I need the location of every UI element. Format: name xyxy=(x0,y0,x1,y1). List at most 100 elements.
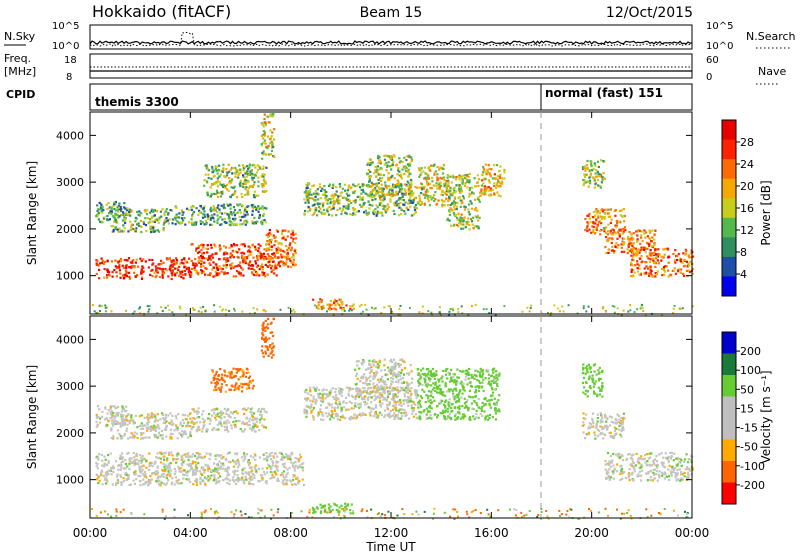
data-cell xyxy=(172,457,175,460)
data-cell xyxy=(294,252,297,255)
data-cell xyxy=(424,196,427,199)
data-cell xyxy=(218,454,221,458)
data-cell xyxy=(252,203,255,206)
data-cell xyxy=(180,209,184,212)
data-cell xyxy=(615,232,618,235)
data-cell xyxy=(442,167,445,170)
data-cell xyxy=(343,196,346,199)
data-cell xyxy=(118,266,121,269)
data-cell xyxy=(352,395,355,399)
data-cell xyxy=(219,416,222,419)
data-cell xyxy=(402,402,405,405)
data-cell xyxy=(158,275,161,278)
data-cell xyxy=(151,209,155,212)
data-cell xyxy=(175,206,178,209)
data-cell xyxy=(401,195,404,198)
data-cell xyxy=(160,259,163,262)
data-cell xyxy=(189,434,193,438)
data-cell xyxy=(441,189,444,192)
data-cell xyxy=(124,221,127,224)
data-cell xyxy=(138,224,141,228)
data-cell xyxy=(232,250,235,253)
data-cell xyxy=(388,416,391,419)
data-cell xyxy=(266,459,269,462)
data-cell xyxy=(594,214,597,217)
data-cell xyxy=(503,171,506,174)
data-cell xyxy=(392,387,395,390)
data-cell xyxy=(268,231,271,235)
data-cell xyxy=(264,182,267,185)
data-cell xyxy=(232,470,235,473)
data-cell xyxy=(164,468,167,471)
data-cell xyxy=(224,478,227,481)
data-cell xyxy=(105,470,108,473)
data-cell xyxy=(99,262,102,265)
data-cell xyxy=(265,471,269,474)
data-cell xyxy=(381,189,384,192)
data-cell xyxy=(265,257,268,260)
data-cell xyxy=(177,453,180,456)
data-cell xyxy=(377,191,380,194)
data-cell xyxy=(135,454,138,457)
data-cell xyxy=(690,252,693,255)
data-cell xyxy=(349,305,352,308)
data-cell xyxy=(487,189,490,192)
data-cell xyxy=(631,274,634,277)
data-cell xyxy=(165,435,168,438)
data-cell xyxy=(173,272,177,275)
data-cell xyxy=(605,236,608,239)
data-cell xyxy=(221,267,224,271)
data-cell xyxy=(361,310,364,313)
data-cell xyxy=(461,201,464,204)
data-cell xyxy=(461,182,464,185)
data-cell xyxy=(266,247,269,250)
data-cell xyxy=(637,229,640,232)
data-cell xyxy=(257,194,260,197)
data-cell xyxy=(121,424,124,427)
data-cell xyxy=(301,469,304,472)
data-cell xyxy=(592,221,595,224)
data-cell xyxy=(131,436,134,439)
data-cell xyxy=(339,415,342,418)
data-cell xyxy=(267,463,270,466)
data-cell xyxy=(465,177,468,180)
data-cell xyxy=(269,113,272,116)
data-cell xyxy=(169,412,172,415)
data-cell xyxy=(424,194,427,197)
data-cell xyxy=(294,242,297,245)
data-cell xyxy=(235,168,238,171)
data-cell xyxy=(216,177,219,180)
data-cell xyxy=(217,476,220,480)
data-cell xyxy=(333,202,336,205)
data-cell xyxy=(391,381,394,384)
data-cell xyxy=(312,395,315,398)
data-cell xyxy=(192,264,195,267)
data-cell xyxy=(167,222,170,225)
data-cell xyxy=(369,158,372,161)
data-cell xyxy=(167,212,170,215)
data-cell xyxy=(141,265,144,268)
data-cell xyxy=(208,214,211,218)
data-cell xyxy=(219,249,222,252)
data-cell xyxy=(227,473,230,476)
data-cell xyxy=(206,247,209,251)
data-cell xyxy=(216,172,219,175)
data-cell xyxy=(393,416,397,419)
data-cell xyxy=(211,216,214,219)
data-cell xyxy=(212,205,215,208)
data-cell xyxy=(238,203,242,206)
data-cell xyxy=(620,209,623,212)
data-cell xyxy=(225,428,228,431)
data-cell xyxy=(212,209,215,212)
data-cell xyxy=(247,186,250,190)
data-cell xyxy=(267,144,270,147)
data-cell xyxy=(418,197,421,200)
data-cell xyxy=(640,236,643,239)
data-cell xyxy=(630,261,633,264)
data-cell xyxy=(468,228,471,231)
data-cell xyxy=(120,410,124,413)
data-cell xyxy=(231,262,234,265)
data-cell xyxy=(395,190,398,193)
data-cell xyxy=(323,392,326,395)
data-cell xyxy=(471,216,475,219)
